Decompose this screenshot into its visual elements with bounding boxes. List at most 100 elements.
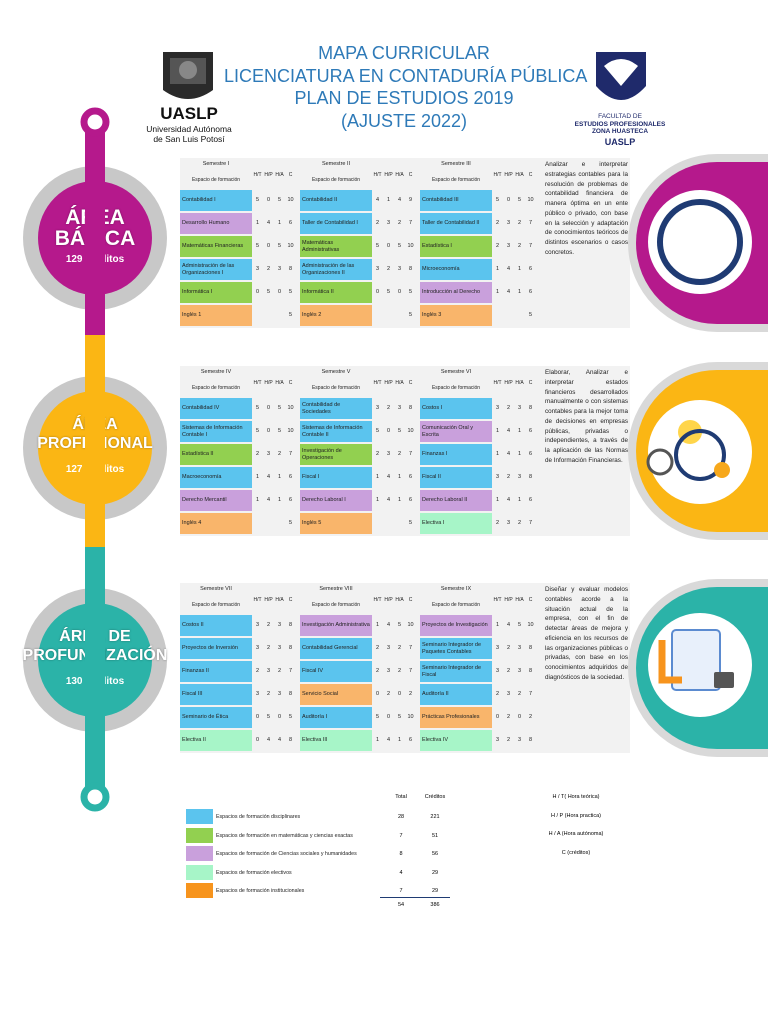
course-hours: 3 — [506, 243, 511, 249]
course-hours: 2 — [506, 645, 511, 651]
course-hours: 4 — [506, 497, 511, 503]
course-hours: 2 — [506, 474, 511, 480]
course-hours: 8 — [528, 405, 533, 411]
course-hours: 6 — [288, 220, 293, 226]
course-hours: 2 — [266, 266, 271, 272]
semester-name: Semestre V — [321, 369, 351, 375]
course-name: Administración de las Organizaciones I — [180, 259, 252, 280]
course-name: Prácticas Profesionales — [420, 707, 492, 728]
course-hours: 5 — [288, 520, 293, 526]
semester-name: Semestre IX — [440, 586, 472, 592]
hours-header: H/A — [275, 172, 284, 178]
course-hours: 4 — [506, 428, 511, 434]
course-hours: 2 — [506, 737, 511, 743]
semester-name: Semestre IV — [200, 369, 232, 375]
course-hours: 2 — [495, 691, 500, 697]
course-hours: 2 — [255, 668, 260, 674]
hours-header: H/P — [504, 172, 513, 178]
course-hours: 4 — [266, 497, 271, 503]
course-hours: 5 — [397, 714, 402, 720]
course-name: Contabilidad II — [300, 190, 372, 211]
course-hours: 10 — [287, 243, 294, 249]
course-hours: 0 — [266, 428, 271, 434]
course-hours: 2 — [517, 220, 522, 226]
area-title: PROFUNDIZACIÓN — [22, 647, 168, 664]
course-name: Derecho Laboral II — [420, 490, 492, 511]
legend-label: Espacios de formación de Ciencias social… — [216, 851, 357, 857]
course-name: Electiva IV — [420, 730, 492, 751]
area-title: BÁSICA — [54, 227, 136, 250]
legend-total: 8 — [399, 851, 403, 857]
course-name: Contabilidad I — [180, 190, 252, 211]
course-hours: 1 — [495, 289, 500, 295]
course-hours: 1 — [495, 266, 500, 272]
course-name: Administración de las Organizaciones II — [300, 259, 372, 280]
course-hours: 1 — [495, 622, 500, 628]
course-hours: 4 — [386, 737, 391, 743]
course-hours: 3 — [506, 220, 511, 226]
legend-total: 4 — [399, 869, 403, 876]
hours-header: H/P — [504, 380, 513, 386]
course-hours: 1 — [517, 497, 522, 503]
hours-header: H/A — [515, 172, 524, 178]
course-hours: 4 — [266, 220, 271, 226]
legend-header: Créditos — [424, 794, 446, 800]
legend-header: Total — [395, 794, 407, 800]
course-name: Matemáticas Administrativas — [300, 236, 372, 257]
hours-header: H/P — [504, 597, 513, 603]
course-hours: 1 — [386, 197, 391, 203]
table-bg — [180, 158, 630, 328]
course-hours: 7 — [528, 220, 533, 226]
legend-note: H / P (Hora practica) — [550, 812, 602, 819]
legend-note: C (créditos) — [561, 849, 591, 856]
course-hours: 5 — [408, 312, 413, 318]
course-name: Servicio Social — [300, 684, 372, 705]
course-hours: 2 — [517, 243, 522, 249]
course-hours: 6 — [528, 289, 533, 295]
course-hours: 10 — [287, 197, 294, 203]
space-header: Espacio de formación — [431, 385, 481, 391]
course-hours: 8 — [528, 645, 533, 651]
course-hours: 1 — [517, 451, 522, 457]
semester-name: Semestre III — [441, 161, 471, 167]
course-hours: 1 — [375, 737, 380, 743]
course-name: Macroeconomía — [180, 467, 252, 488]
logo-line: ESTUDIOS PROFESIONALES — [574, 120, 666, 128]
course-name: Seminario Integrador de Fiscal — [420, 661, 492, 682]
course-hours: 1 — [255, 474, 260, 480]
legend-label: Espacios de formación electivos — [216, 869, 292, 876]
course-hours: 7 — [408, 645, 413, 651]
legend-total: 28 — [397, 814, 405, 820]
hours-header: H/T — [373, 172, 382, 178]
course-hours: 4 — [506, 289, 511, 295]
course-hours: 5 — [495, 197, 500, 203]
course-name: Investigación Administrativa — [300, 615, 372, 636]
course-hours: 3 — [255, 645, 260, 651]
hours-header: H/A — [515, 380, 524, 386]
title-line: (AJUSTE 2022) — [340, 110, 468, 131]
total-rule — [380, 897, 450, 898]
semester-name: Semestre II — [321, 161, 351, 167]
area-description: Analizar e interpretar estrategias conta… — [545, 161, 628, 256]
legend-credits: 221 — [430, 814, 440, 820]
hours-header: H/T — [373, 597, 382, 603]
course-hours: 3 — [277, 645, 282, 651]
course-hours: 1 — [277, 220, 282, 226]
hours-header: H/T — [253, 597, 262, 603]
course-hours: 0 — [397, 691, 402, 697]
course-hours: 0 — [386, 714, 391, 720]
hours-header: H/T — [253, 380, 262, 386]
course-hours: 1 — [397, 497, 402, 503]
course-hours: 3 — [277, 266, 282, 272]
hours-header: H/A — [395, 597, 404, 603]
course-hours: 1 — [495, 428, 500, 434]
course-hours: 6 — [528, 451, 533, 457]
course-hours: 10 — [287, 405, 294, 411]
course-hours: 7 — [408, 668, 413, 674]
course-hours: 0 — [266, 197, 271, 203]
course-hours: 3 — [255, 266, 260, 272]
hours-header: H/A — [515, 597, 524, 603]
course-hours: 1 — [495, 451, 500, 457]
hours-header: H/P — [264, 172, 273, 178]
